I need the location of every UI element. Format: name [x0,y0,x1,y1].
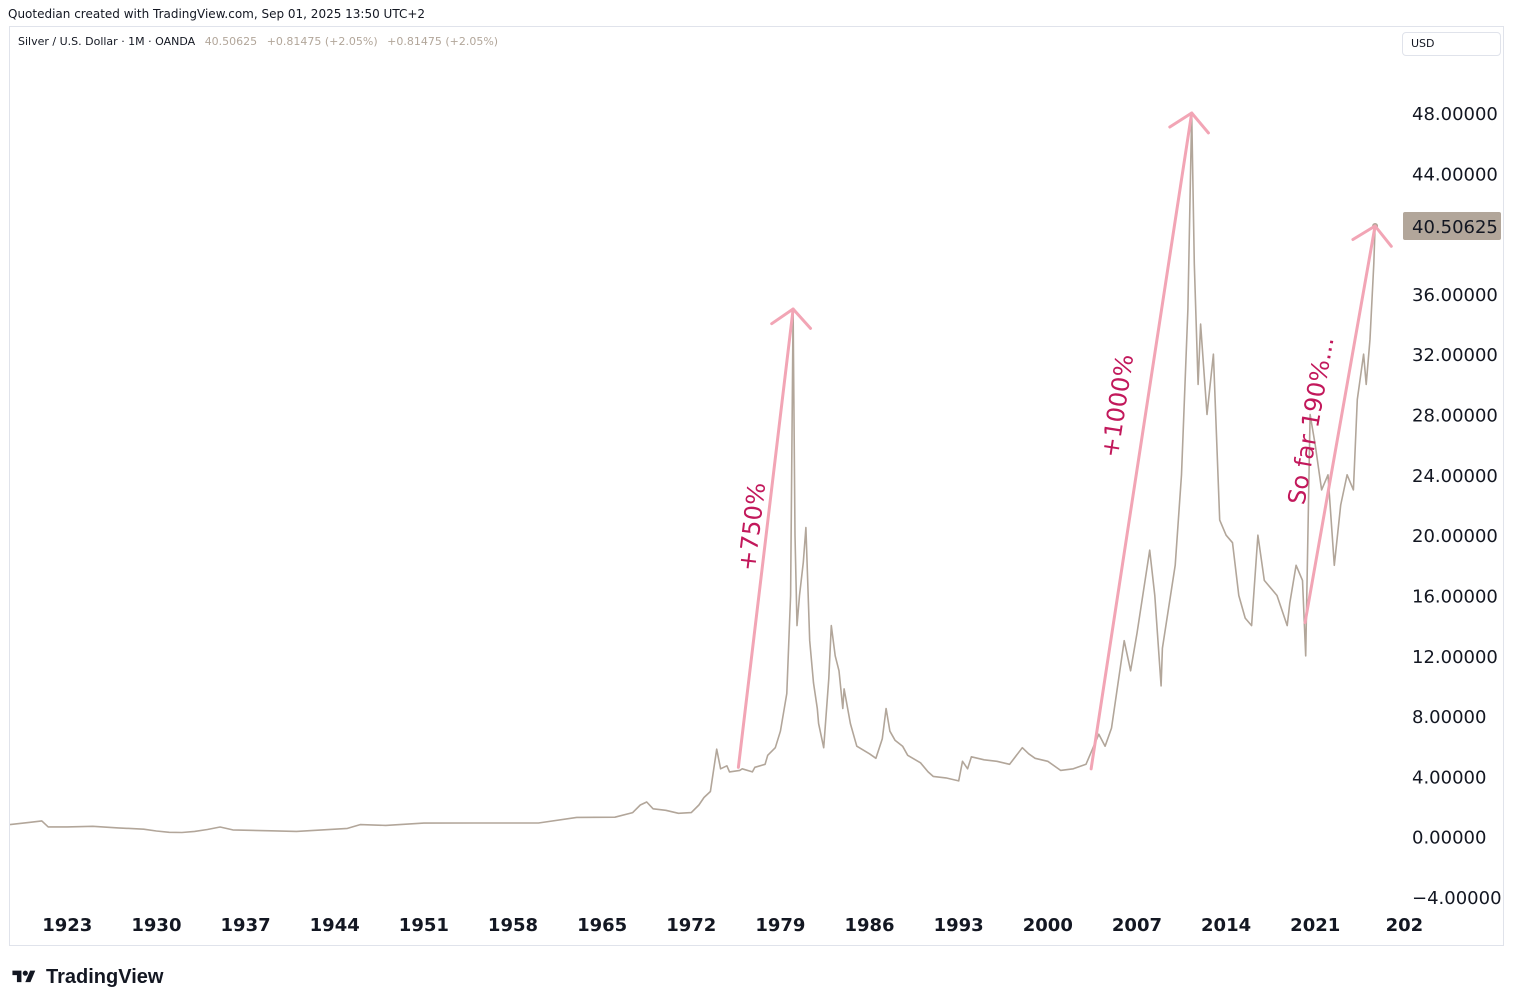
currency-selector[interactable]: USD [1402,32,1501,56]
y-tick-label: −4.00000 [1412,888,1502,909]
x-tick-label: 202 [1386,915,1424,936]
last-price-value: 40.50625 [204,35,258,48]
x-tick-label: 1930 [131,915,181,936]
y-tick-label: 20.00000 [1412,526,1498,547]
annotation-arrow-1 [736,307,795,769]
x-tick-label: 2021 [1290,915,1340,936]
annotation-label-1: +750% [733,481,771,572]
symbol-legend[interactable]: Silver / U.S. Dollar · 1M · OANDA 40.506… [18,35,498,48]
symbol-label: Silver / U.S. Dollar · 1M · OANDA [18,35,196,48]
y-tick-label: 24.00000 [1412,466,1498,487]
annotation-arrowhead-1 [770,307,812,330]
chart-header: Quotedian created with TradingView.com, … [8,7,426,21]
y-tick-label: 4.00000 [1412,767,1486,788]
x-tick-label: 1937 [221,915,271,936]
x-tick-label: 1951 [399,915,449,936]
annotation-arrow-3 [1303,224,1377,625]
x-tick-label: 2007 [1112,915,1162,936]
x-tick-label: 1958 [488,915,538,936]
y-tick-label: 44.00000 [1412,164,1498,185]
tradingview-brand-text: TradingView [46,965,164,988]
series-layer [10,112,1379,834]
annotation-arrow-2 [1089,111,1194,771]
y-axis[interactable]: 48.00000 44.00000 36.00000 32.00000 28.00000… [1403,104,1502,909]
x-tick-label: 1993 [934,915,984,936]
x-tick-label: 2014 [1201,915,1251,936]
y-tick-label: 32.00000 [1412,345,1498,366]
y-tick-label: 48.00000 [1412,104,1498,125]
price-change-value: +0.81475 (+2.05%) [266,35,378,48]
price-change-value-secondary: +0.81475 (+2.05%) [387,35,499,48]
x-tick-label: 1972 [666,915,716,936]
last-price-tag-label: 40.50625 [1412,217,1498,238]
chart-frame [9,26,1504,946]
last-price-tag [1403,211,1501,240]
annotation-layer: +750%+1000% So far 190%... [733,111,1393,771]
y-tick-label: 28.00000 [1412,406,1498,427]
x-axis[interactable]: 1923 1930 1937 1944 1951 1958 1965 1972 1979 1986… [42,915,1423,936]
x-tick-label: 1965 [577,915,627,936]
y-tick-label: 12.00000 [1412,647,1498,668]
x-tick-label: 1986 [844,915,894,936]
tradingview-logo[interactable]: TradingView [10,964,163,990]
y-tick-label: 16.00000 [1412,586,1498,607]
annotation-label-2: +1000% [1096,352,1139,459]
silver-price-line [10,112,1376,834]
y-tick-label: 36.00000 [1412,285,1498,306]
x-tick-label: 2000 [1023,915,1073,936]
tradingview-logo-icon [12,970,36,983]
annotation-arrowhead-3 [1351,224,1393,248]
x-tick-label: 1923 [42,915,92,936]
annotation-arrowhead-2 [1168,111,1210,135]
y-tick-label: 0.00000 [1412,828,1486,849]
y-tick-label: 8.00000 [1412,707,1486,728]
x-tick-label: 1979 [755,915,805,936]
x-tick-label: 1944 [310,915,360,936]
